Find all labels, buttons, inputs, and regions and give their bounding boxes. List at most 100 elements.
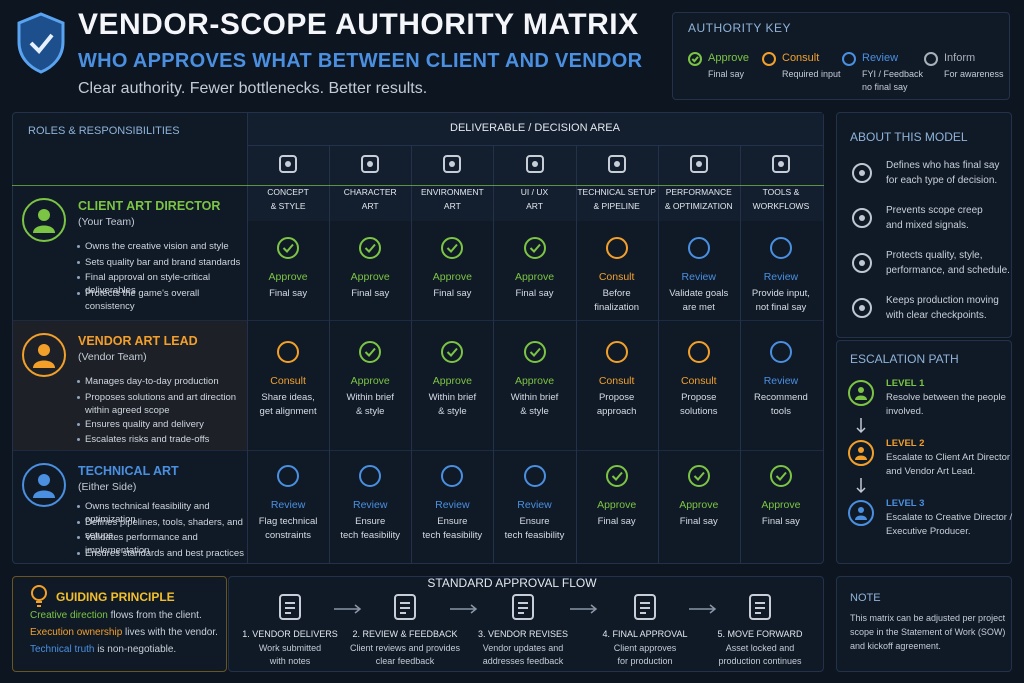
authority-level: Approve: [514, 375, 555, 387]
flow-arrow: [450, 604, 478, 614]
authority-note: are met: [682, 302, 715, 313]
key-desc: For awareness: [944, 69, 1004, 79]
authority-level: Review: [270, 499, 306, 511]
key-label: Approve: [708, 52, 749, 64]
authority-icon: [359, 341, 382, 363]
authority-icon: [359, 237, 382, 259]
step-icon: [749, 594, 771, 620]
column-label: ART: [443, 201, 461, 211]
authority-icon: [687, 237, 710, 259]
authority-note: Ensure: [355, 516, 386, 527]
principle-line: Technical truth is non-negotiable.: [30, 644, 226, 658]
authority-level: Review: [681, 271, 716, 283]
authority-icon: [441, 237, 464, 259]
level-icon: [848, 380, 874, 406]
vline: [657, 146, 659, 563]
authority-level: Approve: [432, 375, 472, 387]
authority-note: Final say: [679, 516, 718, 527]
role-bullet: Validates performance and implementation: [76, 531, 244, 557]
column-icon: [771, 155, 790, 173]
level-text: Escalate to Client Art Director: [886, 452, 1011, 463]
authority-level: Approve: [432, 271, 472, 283]
area-header: DELIVERABLE / DECISION AREA: [450, 122, 620, 134]
authority-icon: [605, 465, 628, 487]
role-bullet: Defines pipelines, tools, shaders, and s…: [76, 516, 244, 542]
level-icon: [848, 500, 874, 526]
level-icon: [848, 440, 874, 466]
authority-note: tech feasibility: [422, 530, 483, 541]
flow-arrow: [333, 604, 361, 614]
authority-note: finalization: [594, 302, 640, 313]
about-text: Prevents scope creep: [886, 205, 983, 216]
column-label: CONCEPT: [267, 187, 309, 197]
note-text: This matrix can be adjusted per project: [850, 613, 1006, 623]
authority-note: & style: [355, 406, 385, 417]
about-text: with clear checkpoints.: [886, 310, 987, 321]
key-desc: Required input: [782, 69, 841, 79]
authority-level: Review: [352, 499, 388, 511]
authority-note: tech feasibility: [340, 530, 401, 541]
tagline: Clear authority. Fewer bottlenecks. Bett…: [78, 80, 428, 97]
column-label: & OPTIMIZATION: [664, 201, 733, 211]
column-label: ART: [526, 201, 543, 211]
flow-panel: [228, 576, 824, 672]
column-label: PERFORMANCE: [665, 187, 732, 197]
escalation-panel: [836, 340, 1012, 564]
level-text: and Vendor Art Lead.: [886, 466, 976, 477]
role-name: TECHNICAL ART: [78, 464, 179, 478]
authority-icon: [359, 465, 382, 487]
shield-logo: [17, 12, 65, 74]
step-desc: production continues: [718, 656, 802, 666]
authority-level: Review: [763, 271, 799, 283]
step-desc: Asset locked and: [725, 643, 795, 653]
authority-note: not final say: [755, 302, 807, 313]
authority-level: Approve: [761, 499, 801, 511]
column-label: TECHNICAL SETUP: [577, 187, 656, 197]
principle-line: Execution ownership lives with the vendo…: [30, 627, 226, 641]
column-icon: [525, 155, 544, 173]
authority-level: Approve: [679, 499, 719, 511]
authority-note: constraints: [265, 530, 312, 541]
about-text: Defines who has final say: [886, 160, 1000, 171]
column-label: UI / UX: [520, 187, 549, 197]
vline: [493, 146, 495, 563]
level-label: LEVEL 3: [886, 498, 925, 509]
key-desc: no final say: [862, 82, 908, 92]
authority-note: & style: [438, 406, 467, 417]
authority-note: Within brief: [346, 392, 394, 403]
authority-icon: [277, 465, 300, 487]
role-bullet: Owns the creative vision and style: [76, 240, 244, 253]
note-text: scope in the Statement of Work (SOW): [850, 627, 1006, 637]
key-panel: [672, 12, 1010, 100]
key-icon: [924, 52, 938, 66]
key-label: Review: [862, 52, 899, 64]
key-icon: [842, 52, 856, 66]
step-title: 2. REVIEW & FEEDBACK: [352, 629, 458, 639]
authority-note: Ensure: [519, 516, 550, 527]
authority-icon: [769, 341, 792, 363]
about-icon: [852, 253, 872, 273]
authority-icon: [605, 237, 628, 259]
step-icon: [279, 594, 301, 620]
column-label: ART: [361, 201, 379, 211]
authority-icon: [441, 465, 464, 487]
key-icon: [688, 52, 702, 66]
authority-note: & style: [520, 406, 549, 417]
key-label: Consult: [782, 52, 820, 64]
about-text: performance, and schedule.: [886, 265, 1010, 276]
level-text: Executive Producer.: [886, 526, 971, 537]
authority-note: Final say: [515, 288, 554, 299]
about-text: and mixed signals.: [886, 220, 969, 231]
role-team: (Your Team): [78, 216, 135, 228]
role-team: (Either Side): [78, 481, 137, 493]
principle-highlight: Technical truth: [30, 644, 95, 655]
authority-note: Within brief: [510, 392, 559, 403]
column-label: & PIPELINE: [593, 201, 640, 211]
step-title: 5. MOVE FORWARD: [717, 629, 803, 639]
step-desc: for production: [617, 656, 673, 666]
authority-note: approach: [596, 406, 637, 417]
escalation-title: ESCALATION PATH: [850, 352, 959, 366]
step-title: 1. VENDOR DELIVERS: [242, 629, 338, 639]
column-icon: [443, 155, 462, 173]
about-icon: [852, 298, 872, 318]
